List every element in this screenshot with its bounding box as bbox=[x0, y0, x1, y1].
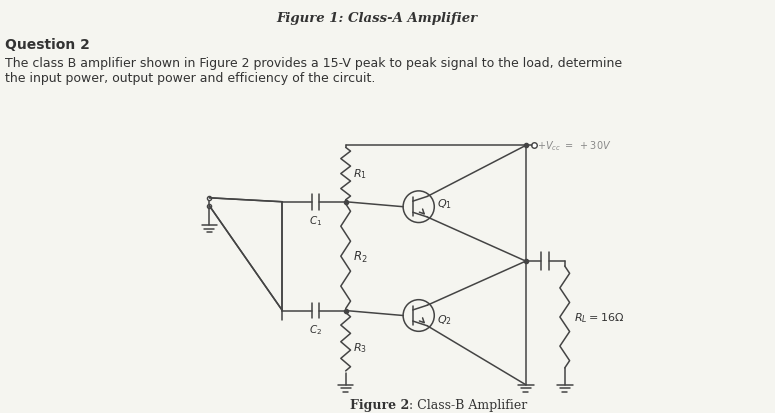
Text: $R_2$: $R_2$ bbox=[353, 249, 368, 264]
Text: $C_2$: $C_2$ bbox=[309, 323, 322, 337]
Text: $Q_1$: $Q_1$ bbox=[437, 196, 452, 210]
Text: Question 2: Question 2 bbox=[5, 38, 90, 52]
Text: $Q_2$: $Q_2$ bbox=[437, 313, 452, 327]
Text: The class B amplifier shown in Figure 2 provides a 15-V peak to peak signal to t: The class B amplifier shown in Figure 2 … bbox=[5, 57, 622, 85]
Text: $C_1$: $C_1$ bbox=[309, 214, 322, 228]
Text: Figure 2: Figure 2 bbox=[350, 398, 409, 411]
Text: : Class-B Amplifier: : Class-B Amplifier bbox=[409, 398, 527, 411]
Text: $R_1$: $R_1$ bbox=[353, 167, 367, 181]
Text: Figure 1: Class-A Amplifier: Figure 1: Class-A Amplifier bbox=[276, 12, 477, 25]
Text: $R_L = 16\Omega$: $R_L = 16\Omega$ bbox=[574, 310, 624, 324]
Text: $R_3$: $R_3$ bbox=[353, 340, 367, 354]
Text: $+V_{cc}\ =\ +30V$: $+V_{cc}\ =\ +30V$ bbox=[538, 139, 612, 153]
